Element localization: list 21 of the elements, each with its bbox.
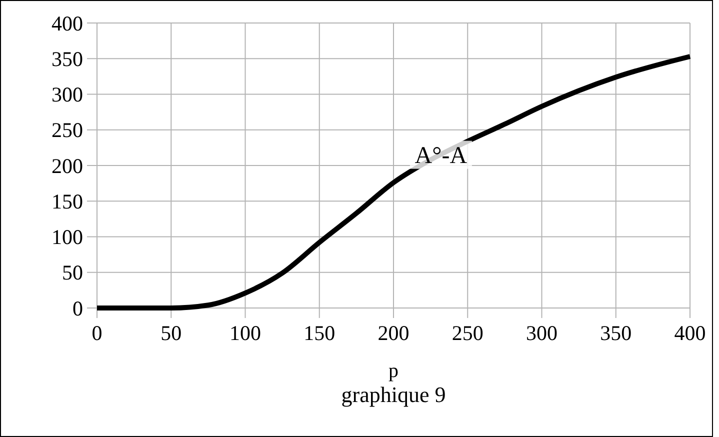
x-axis-title: p xyxy=(388,360,398,382)
y-tick-label: 0 xyxy=(72,296,83,320)
x-tick-label: 300 xyxy=(526,321,558,345)
y-tick-label: 300 xyxy=(52,82,83,107)
y-tick-label: 250 xyxy=(52,118,83,142)
x-tick-label: 100 xyxy=(230,321,261,345)
x-tick-label: 50 xyxy=(160,321,182,345)
x-tick-label: 0 xyxy=(92,321,102,345)
y-tick-label: 350 xyxy=(52,46,83,71)
annotation: A°-A xyxy=(414,143,468,170)
x-tick-label: 150 xyxy=(304,321,336,345)
y-tick-label: 100 xyxy=(52,225,83,250)
y-tick-label: 400 xyxy=(52,11,83,36)
x-tick-label: 400 xyxy=(674,321,706,345)
y-tick-label: 150 xyxy=(52,189,83,214)
x-tick-label: 200 xyxy=(378,321,410,345)
y-tick-label: 50 xyxy=(62,260,83,285)
x-tick-label: 250 xyxy=(452,321,484,345)
y-tick-label: 200 xyxy=(52,154,83,178)
x-tick-label: 350 xyxy=(600,321,632,345)
text: graphique 9 xyxy=(341,382,446,407)
